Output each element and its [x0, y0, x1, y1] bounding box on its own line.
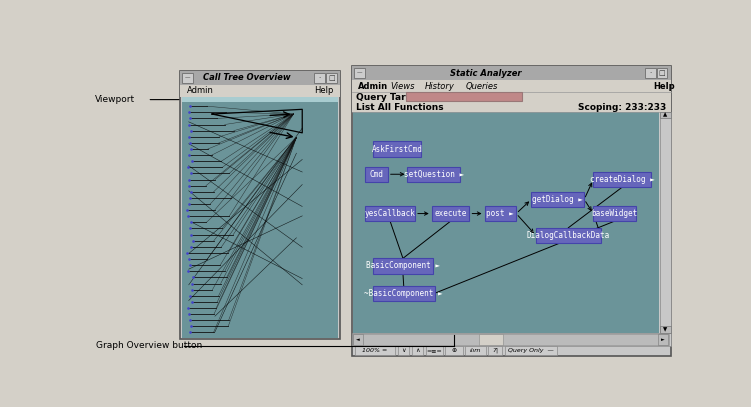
- Text: Viewport: Viewport: [95, 95, 135, 104]
- Bar: [351, 333, 671, 346]
- Text: Help: Help: [653, 82, 675, 91]
- Text: Admin: Admin: [357, 82, 388, 91]
- Text: ·: ·: [318, 74, 321, 81]
- Bar: [351, 66, 671, 80]
- Bar: [353, 335, 363, 346]
- Text: History: History: [424, 82, 454, 91]
- Bar: [351, 92, 671, 112]
- Text: ılım: ılım: [469, 348, 481, 353]
- Text: setQuestion ►: setQuestion ►: [404, 170, 464, 179]
- Bar: [532, 192, 584, 207]
- Bar: [182, 73, 193, 83]
- Bar: [315, 73, 325, 83]
- Bar: [593, 172, 650, 187]
- Bar: [408, 166, 460, 182]
- Bar: [372, 142, 421, 157]
- Text: Admin: Admin: [187, 86, 214, 95]
- Text: ⊕: ⊕: [451, 348, 457, 353]
- Bar: [180, 85, 340, 97]
- Text: Call Tree Overview: Call Tree Overview: [204, 73, 291, 82]
- Text: Help: Help: [314, 86, 333, 95]
- Text: ►: ►: [661, 337, 665, 342]
- Bar: [479, 335, 502, 346]
- Text: execute: execute: [434, 209, 466, 218]
- Text: ∨: ∨: [401, 348, 406, 353]
- Bar: [536, 228, 601, 243]
- Text: Views: Views: [391, 82, 415, 91]
- Bar: [354, 68, 364, 78]
- Text: Queries: Queries: [465, 82, 498, 91]
- Text: baseWidget: baseWidget: [591, 209, 638, 218]
- Text: 7|: 7|: [492, 348, 498, 353]
- Bar: [326, 73, 336, 83]
- Text: ▲: ▲: [663, 112, 667, 118]
- Text: post ►: post ►: [487, 209, 514, 218]
- Text: ·: ·: [649, 70, 651, 76]
- Bar: [372, 258, 433, 274]
- Bar: [465, 346, 486, 355]
- Text: —: —: [357, 70, 362, 75]
- Bar: [182, 97, 339, 103]
- Bar: [354, 346, 395, 355]
- Bar: [432, 206, 469, 221]
- Text: getDialog ►: getDialog ►: [532, 195, 584, 204]
- Text: □: □: [328, 74, 335, 81]
- Bar: [658, 335, 668, 346]
- Bar: [353, 335, 669, 346]
- Text: List All Functions: List All Functions: [356, 103, 443, 112]
- Text: Query Target:: Query Target:: [356, 93, 426, 102]
- Bar: [488, 346, 502, 355]
- Text: DialogCallbackData: DialogCallbackData: [526, 231, 610, 240]
- Text: Static Analyzer: Static Analyzer: [450, 69, 521, 78]
- Text: □: □: [659, 70, 665, 76]
- Bar: [656, 68, 667, 78]
- Bar: [645, 68, 656, 78]
- Bar: [180, 71, 340, 339]
- Text: ▼: ▼: [663, 327, 667, 332]
- Bar: [365, 206, 415, 221]
- Text: ∧: ∧: [415, 348, 420, 353]
- Text: yesCallback: yesCallback: [365, 209, 415, 218]
- Bar: [353, 112, 659, 333]
- Bar: [412, 346, 424, 355]
- Bar: [445, 346, 463, 355]
- Bar: [398, 346, 409, 355]
- Bar: [426, 346, 443, 355]
- Text: ◄: ◄: [356, 337, 360, 342]
- Bar: [484, 206, 516, 221]
- Text: AskFirstCmd: AskFirstCmd: [372, 144, 422, 153]
- Bar: [372, 286, 435, 301]
- Text: ~BasicComponent ►: ~BasicComponent ►: [364, 289, 443, 298]
- Text: createDialog ►: createDialog ►: [590, 175, 654, 184]
- Text: Cmd: Cmd: [369, 170, 384, 179]
- Bar: [659, 112, 671, 333]
- Text: Scoping: 233:233: Scoping: 233:233: [578, 103, 667, 112]
- Bar: [182, 97, 339, 338]
- Text: —: —: [185, 75, 190, 80]
- Bar: [351, 80, 671, 92]
- Text: Graph Overview button: Graph Overview button: [95, 341, 202, 350]
- Bar: [659, 112, 671, 118]
- Bar: [659, 326, 671, 333]
- Bar: [505, 346, 557, 355]
- Text: =≡=: =≡=: [427, 348, 442, 353]
- Text: 100% =: 100% =: [363, 348, 388, 353]
- Bar: [180, 71, 340, 85]
- Text: Query Only  —: Query Only —: [508, 348, 553, 353]
- Bar: [351, 66, 671, 356]
- Bar: [406, 92, 522, 101]
- Bar: [365, 166, 388, 182]
- Bar: [593, 206, 635, 221]
- Text: BasicComponent ►: BasicComponent ►: [366, 261, 440, 271]
